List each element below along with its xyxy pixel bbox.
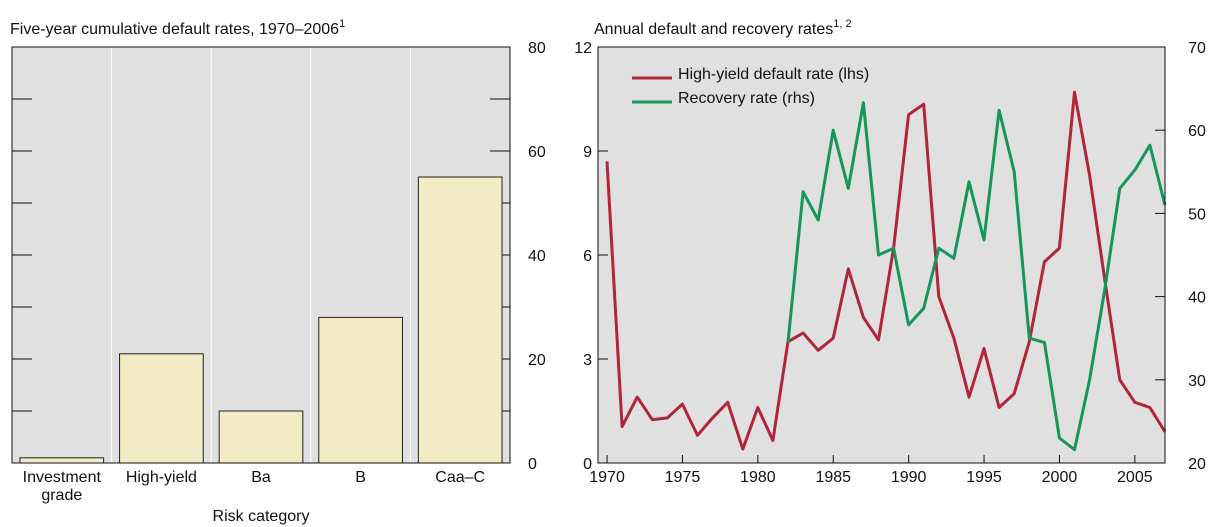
x-tick-label: 1980: [740, 469, 776, 486]
x-tick-label: Caa–C: [435, 469, 486, 486]
y-tick-label: 60: [528, 144, 546, 161]
x-tick-label: 1975: [665, 469, 701, 486]
y2-tick-label: 70: [1188, 40, 1206, 57]
y-tick-label: 40: [528, 248, 546, 265]
x-tick-label: B: [355, 469, 366, 486]
legend-label: Recovery rate (rhs): [678, 90, 815, 107]
chart-title: Five-year cumulative default rates, 1970…: [10, 18, 345, 38]
bar: [318, 316, 403, 464]
y2-tick-label: 60: [1188, 123, 1206, 140]
y-tick-label: 3: [583, 352, 592, 369]
y2-tick-label: 20: [1188, 456, 1206, 473]
y-tick-label: 0: [528, 456, 537, 473]
x-tick-label: 1970: [589, 469, 625, 486]
chart-title: Annual default and recovery rates1, 2: [594, 18, 852, 38]
y-tick-label: 12: [574, 40, 592, 57]
bar: [19, 457, 105, 464]
x-tick-label: High-yield: [125, 469, 197, 486]
series-line: [786, 101, 1167, 452]
title-superscript: 1: [339, 18, 345, 30]
legend-label: High-yield default rate (lhs): [678, 66, 869, 83]
y-tick-label: 20: [528, 352, 546, 369]
x-tick-label: 2000: [1042, 469, 1078, 486]
x-tick-label: Investment grade: [22, 469, 101, 504]
series-line: [605, 90, 1167, 451]
x-tick-label: 2005: [1117, 469, 1153, 486]
title-superscript: 1, 2: [833, 18, 851, 30]
y2-tick-label: 30: [1188, 373, 1206, 390]
bar: [417, 176, 503, 464]
x-tick-label: 1990: [891, 469, 927, 486]
title-text: Five-year cumulative default rates, 1970…: [10, 21, 339, 38]
y-tick-label: 80: [528, 40, 546, 57]
y-tick-label: 6: [583, 248, 592, 265]
x-tick-label: Ba: [251, 469, 271, 486]
bar: [218, 410, 304, 464]
plot-frame: [11, 46, 511, 464]
plot-frame: [597, 46, 1166, 464]
x-axis-label: Risk category: [213, 508, 310, 525]
bar: [119, 353, 204, 464]
y-tick-label: 0: [583, 456, 592, 473]
y2-tick-label: 40: [1188, 290, 1206, 307]
y-tick-label: 9: [583, 144, 592, 161]
title-text: Annual default and recovery rates: [594, 21, 833, 38]
x-tick-label: 1985: [815, 469, 851, 486]
y2-tick-label: 50: [1188, 206, 1206, 223]
x-tick-label: 1995: [966, 469, 1002, 486]
